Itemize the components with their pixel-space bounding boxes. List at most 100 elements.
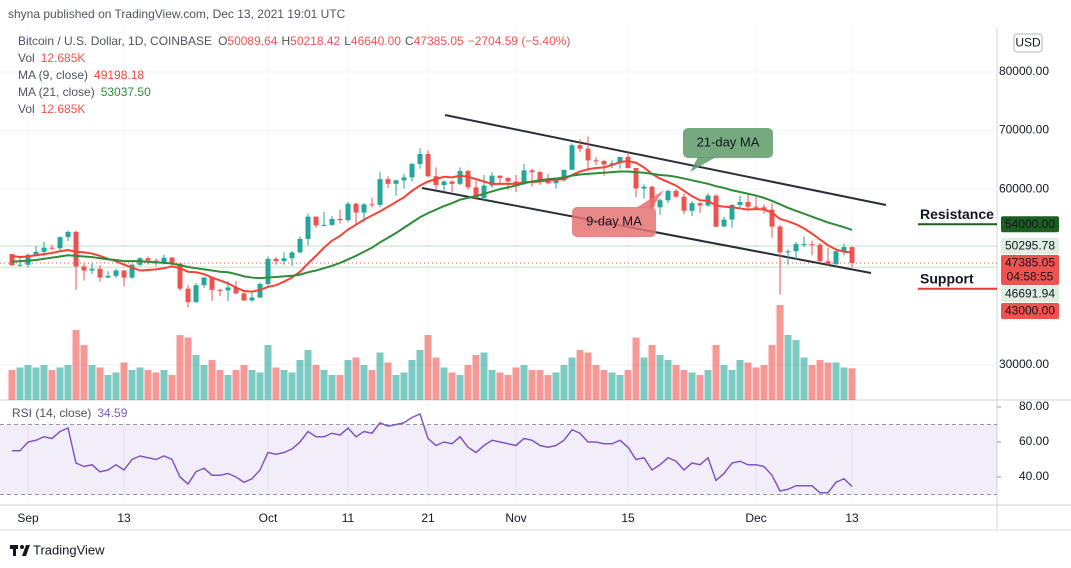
volume-bar (840, 367, 848, 400)
volume-bar (176, 335, 184, 400)
volume-bar (696, 375, 704, 400)
candle-body (833, 251, 839, 265)
currency[interactable]: USD (1015, 36, 1041, 50)
volume-bar (520, 365, 528, 400)
volume-bar (792, 340, 800, 400)
candle-body (361, 204, 367, 213)
volume-bar (40, 365, 48, 400)
level-label: Support (920, 270, 974, 286)
volume-bar (592, 365, 600, 400)
volume-bar (456, 375, 464, 400)
candle-body (465, 170, 471, 188)
volume-bar (640, 357, 648, 400)
y-tick-label: 70000.00 (999, 123, 1049, 137)
legend-ma9: MA (9, close) 49198.18 (18, 68, 144, 82)
rsi-name: RSI (14, close) (12, 406, 91, 420)
candle-body (417, 153, 423, 164)
candle-body (665, 190, 671, 201)
candle-body (841, 247, 847, 252)
candle-body (401, 177, 407, 181)
rsi-line (12, 412, 853, 494)
candle-body (337, 218, 343, 221)
x-tick-label: Oct (259, 511, 278, 525)
volume-bar (352, 357, 360, 400)
y-tick-label: 30000.00 (999, 357, 1049, 371)
volume-bar (752, 367, 760, 400)
candle-body (201, 277, 207, 286)
volume-bar (480, 352, 488, 400)
ma21-value: 53037.50 (101, 85, 151, 99)
candle-body (545, 180, 551, 184)
candle-body (281, 258, 287, 262)
candle-body (513, 181, 519, 184)
x-tick-label: Sep (17, 511, 39, 525)
price-badge-label: 46691.94 (1005, 287, 1055, 301)
volume-bar (712, 345, 720, 400)
volume-bar (344, 360, 352, 400)
volume-bar (528, 370, 536, 400)
candle-body (121, 270, 127, 278)
candle-body (161, 257, 167, 264)
volume-bar (512, 367, 520, 400)
volume-bar (616, 375, 624, 400)
high: 50218.42 (290, 34, 340, 48)
candle-body (433, 176, 439, 186)
candle-body (849, 247, 855, 264)
candle-body (481, 185, 487, 198)
logo-part (20, 545, 24, 549)
ma21-name: MA (21, close) (18, 85, 95, 99)
price-badge-label: 50295.78 (1005, 239, 1055, 253)
price-badge-label: 47385.05 (1005, 256, 1055, 270)
volume-bar (336, 375, 344, 400)
candle-body (177, 263, 183, 289)
volume-bar (224, 375, 232, 400)
volume-bar (184, 337, 192, 400)
candle-body (561, 169, 567, 181)
candle-body (753, 206, 759, 208)
volume-bar (248, 370, 256, 400)
currency-box[interactable] (1013, 33, 1043, 53)
candle-body (385, 179, 391, 184)
volume-bar (536, 370, 544, 400)
price-badge-label: 54000.00 (1005, 217, 1055, 231)
candle-body (57, 237, 63, 249)
candle-body (273, 258, 279, 262)
candle-body (297, 238, 303, 253)
candle-body (105, 275, 111, 278)
overlays: 80000.00 70000.00 60000.00 30000.00 Sep 13 Oct… (17, 64, 1059, 525)
y-tick-label: 60000.00 (999, 181, 1049, 195)
volume-bar (200, 365, 208, 400)
volume-bar (408, 360, 416, 400)
candle-body (441, 181, 447, 186)
volume-bar (544, 375, 552, 400)
candle-body (129, 264, 135, 278)
volume-bar (120, 362, 128, 400)
candle-body (233, 287, 239, 294)
annotation-box (683, 128, 773, 158)
volume-bar (80, 345, 88, 400)
volume-bar (56, 367, 64, 400)
candle-body (169, 257, 175, 264)
candle-body (769, 209, 775, 227)
annotation-box (572, 207, 656, 237)
volume-bar (384, 362, 392, 400)
volume-bar (320, 370, 328, 400)
volume-bar (560, 365, 568, 400)
volume-bar (672, 365, 680, 400)
candle-body (73, 231, 79, 267)
candle-body (713, 195, 719, 227)
rsi-tick-label: 40.00 (1019, 469, 1049, 483)
price-badge (1001, 286, 1059, 303)
volume-bar (816, 360, 824, 400)
candle-body (369, 204, 375, 206)
volume-bar (472, 355, 480, 400)
candle-body (505, 177, 511, 182)
legend-main: Bitcoin / U.S. Dollar, 1D, COINBASE O5008… (18, 34, 570, 48)
plot (9, 136, 855, 494)
candle-body (593, 160, 599, 162)
candle-body (353, 203, 359, 213)
volume-bar (464, 365, 472, 400)
legend-vol: Vol 12.685K (18, 51, 85, 65)
